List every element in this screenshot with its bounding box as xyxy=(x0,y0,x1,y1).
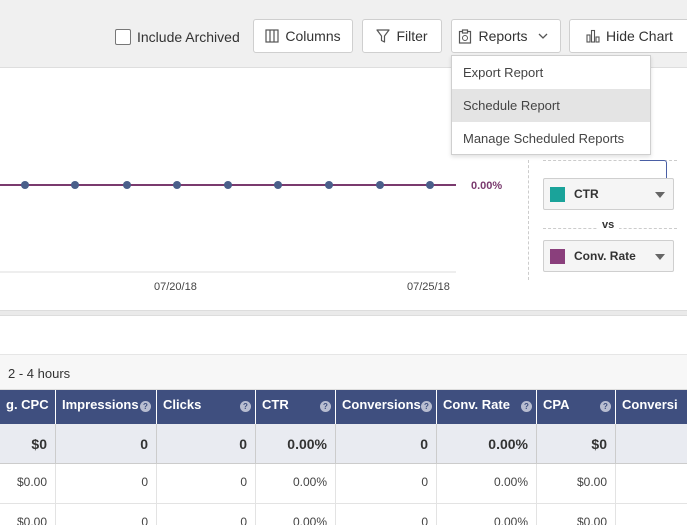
x-tick-label: 07/20/18 xyxy=(154,281,197,293)
help-icon[interactable]: ? xyxy=(140,401,151,412)
columns-icon xyxy=(265,29,279,43)
table-cell: 0 xyxy=(157,464,256,503)
include-archived-label: Include Archived xyxy=(137,29,240,45)
table-cell: $0.00 xyxy=(0,464,56,503)
column-header[interactable]: CTR? xyxy=(256,390,336,424)
group-label: 2 - 4 hours xyxy=(8,366,71,381)
total-cell: 0.00% xyxy=(256,424,336,463)
trend-chart xyxy=(0,181,456,273)
columns-label: Columns xyxy=(285,28,341,44)
help-icon[interactable]: ? xyxy=(421,401,432,412)
column-header-label: Conversi xyxy=(622,397,678,412)
metric1-swatch xyxy=(550,186,565,202)
metric2-swatch xyxy=(550,248,565,264)
metric2-label: Conv. Rate xyxy=(574,249,636,263)
column-header[interactable]: Conv. Rate? xyxy=(437,390,537,424)
metric2-select[interactable]: Conv. Rate xyxy=(543,240,674,272)
reports-label: Reports xyxy=(478,28,528,44)
table-cell: 0.00% xyxy=(437,464,537,503)
x-tick-label: 07/25/18 xyxy=(407,281,450,293)
data-point[interactable] xyxy=(274,181,282,189)
table-header-row: g. CPC Impressions? Clicks? CTR? Convers… xyxy=(0,390,687,424)
data-point[interactable] xyxy=(123,181,131,189)
data-point[interactable] xyxy=(71,181,79,189)
table-row: $0.00 0 0 0.00% 0 0.00% $0.00 xyxy=(0,504,687,525)
section-separator xyxy=(0,310,687,316)
column-header[interactable]: Impressions? xyxy=(56,390,157,424)
column-header-label: Clicks xyxy=(163,397,202,412)
data-point[interactable] xyxy=(173,181,181,189)
hide-chart-button[interactable]: Hide Chart xyxy=(569,19,687,53)
filter-icon xyxy=(376,29,391,43)
total-cell: 0 xyxy=(336,424,437,463)
dropdown-caret-icon xyxy=(655,192,665,198)
filter-label: Filter xyxy=(396,28,428,44)
table-cell: 0 xyxy=(157,504,256,525)
table-cell: $0.00 xyxy=(537,464,616,503)
column-header[interactable]: g. CPC xyxy=(0,390,56,424)
menu-item-schedule-report[interactable]: Schedule Report xyxy=(452,89,650,122)
total-cell: 0 xyxy=(56,424,157,463)
chevron-down-icon xyxy=(538,33,547,39)
table-cell: 0.00% xyxy=(256,464,336,503)
table-cell xyxy=(616,504,687,525)
column-header-label: CTR xyxy=(262,397,289,412)
column-header[interactable]: Clicks? xyxy=(157,390,256,424)
clipboard-icon xyxy=(459,28,472,44)
hide-chart-label: Hide Chart xyxy=(606,28,673,44)
table-cell: 0.00% xyxy=(437,504,537,525)
bar-chart-icon xyxy=(586,29,600,43)
total-cell xyxy=(616,424,687,463)
total-cell: $0 xyxy=(0,424,56,463)
side-divider-line xyxy=(543,160,677,161)
metric1-label: CTR xyxy=(574,187,599,201)
data-point[interactable] xyxy=(376,181,384,189)
include-archived-toggle[interactable]: Include Archived xyxy=(115,28,240,46)
column-header-label: CPA xyxy=(543,397,570,412)
column-header-label: Impressions xyxy=(62,397,139,412)
menu-item-manage-scheduled-reports[interactable]: Manage Scheduled Reports xyxy=(463,131,625,146)
column-header[interactable]: CPA? xyxy=(537,390,616,424)
totals-row: $0 0 0 0.00% 0 0.00% $0 xyxy=(0,424,687,464)
y-value-label: 0.00% xyxy=(471,180,503,192)
column-header-label: Conversions xyxy=(342,397,421,412)
data-point[interactable] xyxy=(325,181,333,189)
vs-label: vs xyxy=(597,219,620,231)
column-header[interactable]: Conversions? xyxy=(336,390,437,424)
group-header: 2 - 4 hours xyxy=(0,354,687,390)
table-cell xyxy=(616,464,687,503)
data-point[interactable] xyxy=(21,181,29,189)
help-icon[interactable]: ? xyxy=(521,401,532,412)
data-point[interactable] xyxy=(224,181,232,189)
reports-menu: Export Report Schedule Report Manage Sch… xyxy=(451,55,651,155)
column-header-label: Conv. Rate xyxy=(443,397,510,412)
column-header[interactable]: Conversi xyxy=(616,390,687,424)
filter-button[interactable]: Filter xyxy=(362,19,442,53)
table-cell: $0.00 xyxy=(0,504,56,525)
include-archived-checkbox[interactable] xyxy=(115,29,131,45)
reports-button[interactable]: Reports xyxy=(451,19,561,53)
help-icon[interactable]: ? xyxy=(240,401,251,412)
toolbar: Include Archived Columns Filter Reports xyxy=(0,0,687,68)
total-cell: 0.00% xyxy=(437,424,537,463)
menu-item-export-report[interactable]: Export Report xyxy=(463,65,544,80)
table-cell: 0.00% xyxy=(256,504,336,525)
table-cell: 0 xyxy=(336,464,437,503)
report-table: 2 - 4 hours g. CPC Impressions? Clicks? … xyxy=(0,316,687,525)
chart-side-divider xyxy=(528,160,529,280)
table-cell: 0 xyxy=(56,504,157,525)
table-cell: 0 xyxy=(56,464,157,503)
table-cell: 0 xyxy=(336,504,437,525)
help-icon[interactable]: ? xyxy=(320,401,331,412)
total-cell: 0 xyxy=(157,424,256,463)
dropdown-caret-icon xyxy=(655,254,665,260)
data-point[interactable] xyxy=(426,181,434,189)
table-cell: $0.00 xyxy=(537,504,616,525)
metric1-select[interactable]: CTR xyxy=(543,178,674,210)
table-row: $0.00 0 0 0.00% 0 0.00% $0.00 xyxy=(0,464,687,504)
help-icon[interactable]: ? xyxy=(600,401,611,412)
total-cell: $0 xyxy=(537,424,616,463)
columns-button[interactable]: Columns xyxy=(253,19,353,53)
column-header-label: g. CPC xyxy=(6,397,49,412)
